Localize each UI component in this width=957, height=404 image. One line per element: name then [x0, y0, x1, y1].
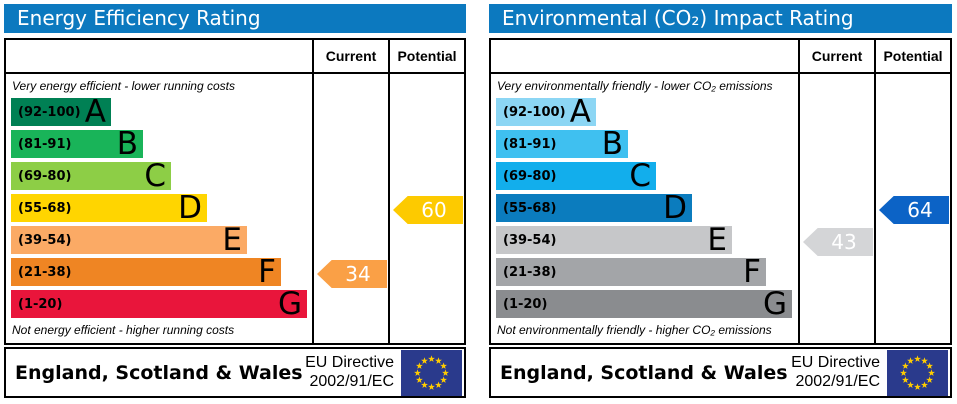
- band-letter: D: [663, 190, 687, 226]
- potential-column-header: Potential: [388, 40, 464, 74]
- band-row-c: (69-80) C: [11, 158, 171, 194]
- band-letter: E: [707, 222, 727, 258]
- energy-band-area: Very energy efficient - lower running co…: [6, 74, 312, 343]
- energy-rating-table: Current Potential Very energy efficient …: [4, 38, 466, 345]
- eu-flag-icon: [401, 349, 462, 396]
- eu-directive-label: EU Directive 2002/91/EC: [305, 353, 394, 390]
- current-rating-arrow: 43: [803, 228, 873, 256]
- header-spacer-cell: [6, 40, 312, 74]
- energy-panel-title: Energy Efficiency Rating: [4, 4, 466, 33]
- environmental-impact-panel: Environmental (CO₂) Impact Rating Curren…: [489, 4, 952, 398]
- current-column-header: Current: [312, 40, 388, 74]
- band-row-g: (1-20) G: [11, 286, 307, 322]
- not-friendly-caption: Not environmentally friendly - higher CO…: [497, 323, 772, 337]
- band-row-e: (39-54) E: [496, 222, 732, 258]
- header-spacer-cell: [491, 40, 798, 74]
- region-label: England, Scotland & Wales: [500, 361, 788, 384]
- band-row-b: (81-91) B: [11, 126, 143, 162]
- environmental-rating-table: Current Potential Very environmentally f…: [489, 38, 952, 345]
- band-range-label: (81-91): [18, 136, 72, 152]
- environmental-band-area: Very environmentally friendly - lower CO…: [491, 74, 798, 343]
- band-range-label: (69-80): [503, 168, 557, 184]
- energy-panel-footer: England, Scotland & Wales EU Directive 2…: [4, 347, 466, 398]
- current-rating-value: 34: [345, 262, 371, 286]
- environmental-panel-footer: England, Scotland & Wales EU Directive 2…: [489, 347, 952, 398]
- efficient-caption: Very energy efficient - lower running co…: [12, 79, 235, 93]
- band-range-label: (39-54): [503, 232, 557, 248]
- potential-rating-arrow: 64: [879, 196, 949, 224]
- eu-flag-icon: [887, 349, 948, 396]
- band-letter: F: [743, 254, 761, 290]
- current-rating-track: 43: [798, 74, 874, 343]
- eu-directive-label: EU Directive 2002/91/EC: [791, 353, 880, 390]
- band-letter: B: [601, 126, 623, 162]
- band-letter: C: [629, 158, 651, 194]
- potential-rating-value: 64: [907, 198, 933, 222]
- band-range-label: (39-54): [18, 232, 72, 248]
- band-row-a: (92-100) A: [496, 94, 596, 130]
- band-letter: A: [84, 94, 106, 130]
- current-rating-value: 43: [831, 230, 857, 254]
- potential-rating-value: 60: [421, 198, 447, 222]
- band-row-f: (21-38) F: [11, 254, 281, 290]
- band-range-label: (55-68): [503, 200, 557, 216]
- not-efficient-caption: Not energy efficient - higher running co…: [12, 323, 235, 337]
- friendly-caption: Very environmentally friendly - lower CO…: [497, 79, 773, 93]
- band-row-e: (39-54) E: [11, 222, 247, 258]
- potential-rating-track: 60: [388, 74, 464, 343]
- band-range-label: (92-100): [18, 104, 81, 120]
- band-row-a: (92-100) A: [11, 94, 111, 130]
- energy-efficiency-panel: Energy Efficiency Rating Current Potenti…: [4, 4, 466, 398]
- band-row-d: (55-68) D: [11, 190, 207, 226]
- band-range-label: (1-20): [503, 296, 548, 312]
- band-letter: C: [144, 158, 166, 194]
- band-range-label: (21-38): [503, 264, 557, 280]
- band-row-f: (21-38) F: [496, 254, 766, 290]
- region-label: England, Scotland & Wales: [15, 361, 303, 384]
- band-letter: A: [569, 94, 591, 130]
- potential-column-header: Potential: [874, 40, 950, 74]
- band-letter: E: [222, 222, 242, 258]
- band-letter: B: [116, 126, 138, 162]
- band-row-b: (81-91) B: [496, 126, 628, 162]
- band-letter: D: [178, 190, 202, 226]
- band-row-g: (1-20) G: [496, 286, 792, 322]
- environmental-panel-title: Environmental (CO₂) Impact Rating: [489, 4, 952, 33]
- current-rating-arrow: 34: [317, 260, 387, 288]
- potential-rating-track: 64: [874, 74, 950, 343]
- band-range-label: (55-68): [18, 200, 72, 216]
- current-column-header: Current: [798, 40, 874, 74]
- band-row-c: (69-80) C: [496, 158, 656, 194]
- band-row-d: (55-68) D: [496, 190, 692, 226]
- potential-rating-arrow: 60: [393, 196, 463, 224]
- band-letter: G: [277, 286, 302, 322]
- band-range-label: (1-20): [18, 296, 63, 312]
- band-letter: G: [762, 286, 787, 322]
- band-letter: F: [258, 254, 276, 290]
- band-range-label: (69-80): [18, 168, 72, 184]
- current-rating-track: 34: [312, 74, 388, 343]
- band-range-label: (92-100): [503, 104, 566, 120]
- band-range-label: (81-91): [503, 136, 557, 152]
- band-range-label: (21-38): [18, 264, 72, 280]
